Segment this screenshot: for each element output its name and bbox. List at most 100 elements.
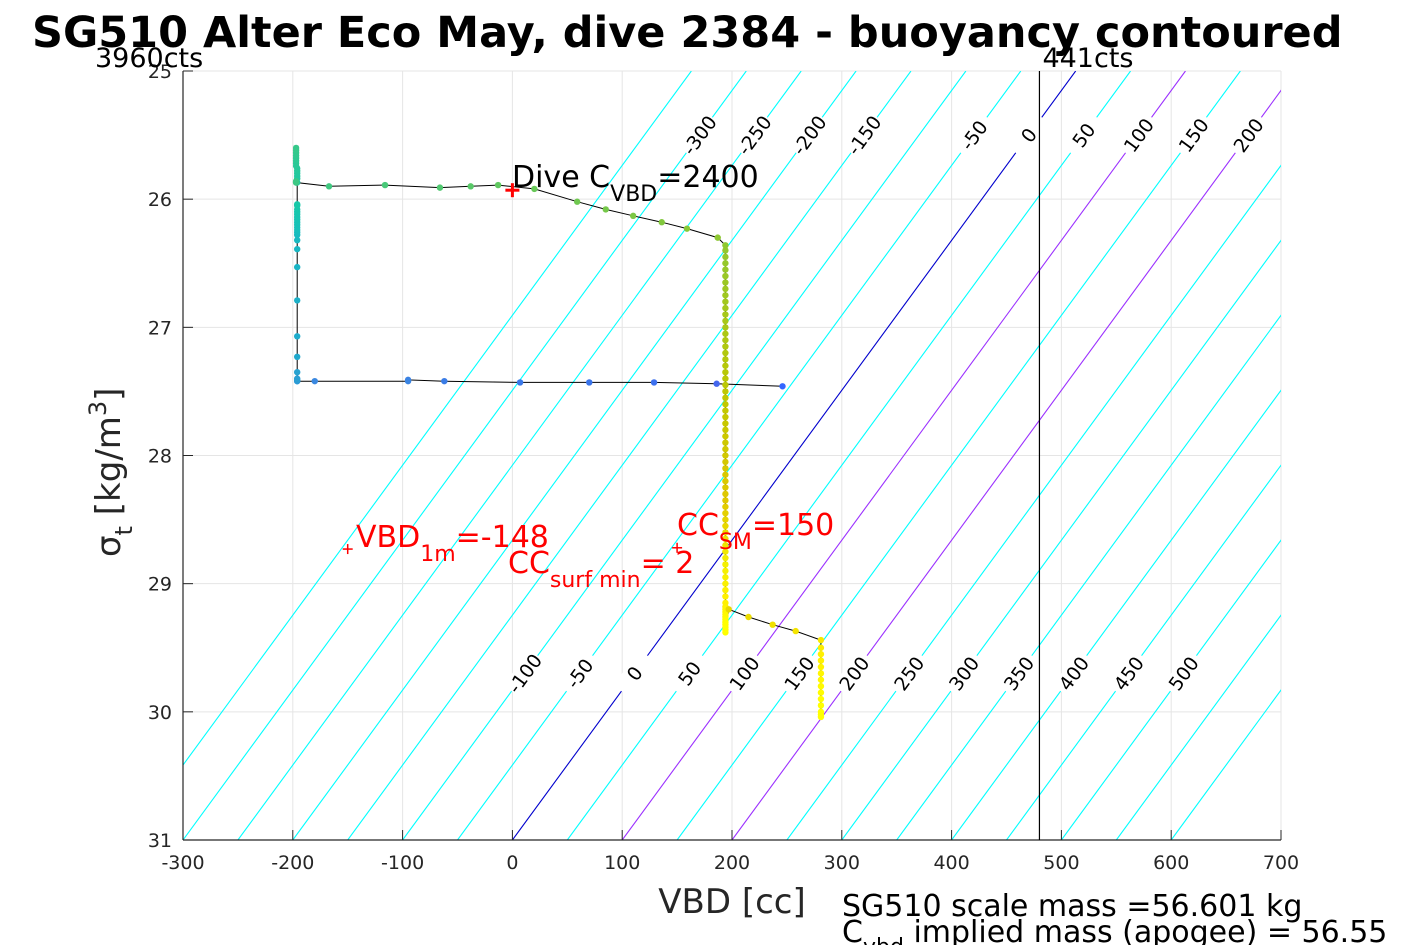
contour-line--250 (237, 71, 802, 840)
data-point (573, 198, 581, 205)
contour-label-bg (668, 649, 711, 698)
red-markers (342, 183, 683, 555)
x-tick-label: -100 (381, 852, 424, 874)
data-point (722, 401, 729, 408)
x-axis-label: VBD [cc] (658, 882, 806, 922)
contour-line-0 (511, 71, 1077, 840)
data-point (722, 471, 729, 478)
data-point (769, 621, 776, 628)
data-point (722, 253, 729, 261)
cc-sm-annotation-main: CC (677, 508, 719, 543)
data-point (722, 554, 729, 562)
scale-mass-note: SG510 scale mass =56.601 kg (842, 889, 1302, 924)
data-point (722, 260, 729, 267)
data-point (817, 636, 825, 644)
implied-mass-sub: vbd (863, 935, 904, 945)
data-point (779, 383, 786, 390)
data-point (722, 497, 729, 504)
plus-marker (505, 183, 520, 198)
data-point (725, 606, 732, 613)
data-point (722, 452, 729, 459)
data-point (381, 181, 389, 189)
data-point (722, 426, 729, 434)
y-tick-label: 25 (148, 61, 172, 83)
data-point (722, 272, 729, 280)
data-point (292, 144, 300, 152)
data-point (293, 368, 301, 376)
vbd-1m-annotation-tail: =-148 (456, 520, 549, 555)
x-tick-label: 0 (506, 852, 518, 874)
cc-sm-annotation-tail: =150 (752, 508, 834, 543)
data-point (722, 580, 729, 587)
data-point (293, 245, 301, 253)
data-point (629, 212, 637, 220)
data-point (722, 242, 729, 249)
contour-label-bg (1062, 111, 1105, 159)
contour-label: -250 (733, 112, 776, 160)
contour-label-bg (997, 649, 1040, 698)
cc-surf-min-annotation-main: CC (508, 546, 550, 581)
contour-line-550 (1115, 614, 1281, 840)
x-tick-label: 100 (604, 852, 640, 874)
data-point (722, 490, 729, 498)
data-point (293, 375, 301, 382)
data-point (722, 298, 729, 305)
contour-label-bg (733, 111, 776, 159)
data-point (441, 377, 448, 385)
x-tick-label: 200 (714, 852, 750, 874)
data-point (293, 353, 301, 361)
y-tick-label: 27 (148, 317, 172, 339)
vbd-1m-annotation: VBD1m=-148 (356, 520, 549, 567)
data-point (650, 379, 658, 386)
contour-label-bg (678, 111, 721, 159)
dive-cvbd-annotation-tail: =2400 (657, 160, 758, 195)
data-point (722, 324, 729, 331)
contour-label-bg (842, 111, 886, 159)
contour-line-300 (841, 239, 1281, 840)
implied-mass-tail: implied mass (apogee) = 56.55 (904, 915, 1388, 945)
cc-sm-annotation-sub: SM (719, 530, 752, 555)
contour-label: -200 (788, 112, 831, 160)
data-point (404, 377, 412, 385)
data-point (817, 670, 825, 677)
x-tick-label: -200 (271, 852, 314, 874)
contour-label-bg (1117, 111, 1160, 159)
data-point (325, 183, 333, 190)
dive-path-line (295, 147, 822, 717)
data-point (722, 542, 729, 549)
cc-sm-annotation: CCSM=150 (677, 508, 834, 555)
data-point (722, 279, 729, 286)
data-point (817, 695, 825, 703)
data-point (658, 219, 665, 226)
implied-mass-note: Cvbd implied mass (apogee) = 56.55 (842, 915, 1387, 945)
data-point (722, 439, 729, 446)
data-point (722, 535, 729, 543)
data-point (722, 368, 729, 376)
contour-line-400 (951, 389, 1281, 840)
contour-label-bg (952, 111, 995, 159)
data-point (714, 234, 721, 241)
data-point (722, 311, 729, 318)
data-point (722, 356, 729, 363)
data-point (602, 206, 609, 213)
data-point (817, 676, 825, 683)
contour-label: -300 (679, 112, 722, 160)
y-axis-label-part: [kg/m (89, 416, 129, 526)
y-axis-label-part: t (110, 526, 138, 535)
data-point (722, 407, 729, 414)
contour-line-200 (731, 89, 1281, 840)
contour-label-bg (778, 649, 821, 698)
contour-line-500 (1060, 539, 1281, 840)
data-point (494, 181, 502, 189)
y-axis-label: σt [kg/m3] (84, 388, 138, 557)
contour-line-600 (1170, 689, 1281, 840)
contour-label-bg (558, 649, 601, 698)
data-point (293, 297, 301, 304)
dive-cvbd-annotation: Dive CVBD=2400 (512, 160, 759, 207)
contour-label-bg (1107, 649, 1150, 698)
data-point (293, 263, 301, 271)
data-point (722, 343, 729, 350)
data-point (722, 503, 729, 510)
contour-label-bg (613, 649, 656, 698)
